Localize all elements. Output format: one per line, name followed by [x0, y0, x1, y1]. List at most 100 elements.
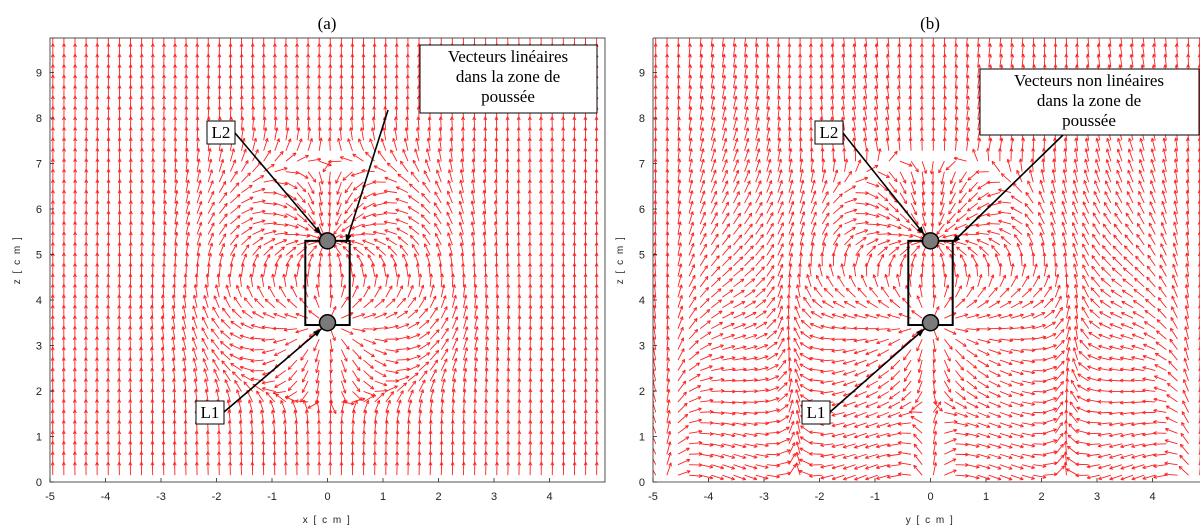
vector-arrowhead	[274, 127, 279, 131]
vector-arrow	[174, 232, 178, 246]
vector-arrow	[232, 371, 242, 382]
vector-arrow	[451, 347, 458, 361]
vector-arrowhead	[384, 33, 387, 36]
vector-arrowhead	[314, 400, 319, 405]
vector-arrow	[733, 379, 747, 382]
vector-arrow	[367, 254, 376, 267]
vector-arrow	[291, 400, 298, 413]
vector-arrowhead	[196, 158, 201, 163]
vector-arrow	[336, 182, 342, 195]
vector-arrowhead	[212, 306, 216, 311]
vector-arrow	[710, 244, 720, 256]
vector-arrowhead	[327, 223, 332, 227]
vector-arrow	[429, 420, 432, 434]
vector-arrowhead	[214, 284, 219, 289]
vector-arrow	[162, 294, 165, 308]
vector-arrowhead	[319, 191, 324, 196]
vector-arrowhead	[345, 345, 350, 350]
vector-arrow	[263, 127, 267, 141]
vector-arrow	[353, 246, 364, 256]
vector-arrowhead	[255, 253, 259, 258]
vector-arrow	[185, 232, 190, 246]
vector-arrowhead	[372, 180, 377, 184]
vector-arrow	[229, 148, 235, 162]
vector-arrow	[252, 149, 259, 162]
vector-arrowhead	[247, 235, 252, 240]
vector-arrow	[374, 430, 376, 444]
vector-arrowhead	[201, 316, 206, 321]
vector-arrow	[317, 273, 320, 287]
vector-arrowhead	[335, 221, 339, 226]
vector-arrow	[433, 212, 442, 225]
vector-arrow	[417, 116, 420, 130]
vector-arrow	[407, 206, 420, 214]
vector-arrowhead	[562, 23, 565, 26]
vector-arrow	[429, 318, 439, 329]
vector-arrow	[429, 349, 440, 361]
vector-arrow	[151, 315, 154, 329]
vector-arrow	[440, 348, 449, 361]
vector-arrowhead	[369, 298, 374, 303]
vector-arrow	[241, 106, 243, 120]
vector-arrow	[263, 149, 271, 162]
vector-arrow	[422, 181, 431, 193]
label-l1-box: L1	[195, 400, 225, 425]
vector-arrowhead	[210, 222, 215, 227]
vector-arrow	[677, 413, 689, 424]
vector-arrow	[201, 337, 209, 350]
vector-arrow	[252, 236, 264, 246]
vector-arrow	[196, 273, 198, 287]
vector-arrowhead	[231, 371, 236, 376]
vector-arrow	[352, 380, 361, 392]
vector-arrow	[385, 325, 399, 330]
vector-arrow	[426, 253, 431, 267]
vector-arrow	[372, 192, 386, 196]
vector-arrowhead	[85, 23, 88, 26]
vector-arrow	[285, 213, 298, 220]
vector-arrow	[302, 370, 309, 383]
vector-arrow	[294, 409, 298, 423]
vector-arrow	[335, 171, 342, 184]
vector-arrow	[435, 233, 442, 246]
vector-arrowhead	[397, 236, 402, 241]
vector-arrow	[196, 242, 201, 256]
vector-arrow	[285, 202, 297, 211]
vector-arrow	[722, 256, 732, 267]
vector-arrowhead	[311, 211, 315, 215]
vector-arrow	[251, 430, 254, 444]
vector-arrow	[721, 212, 730, 225]
vector-arrow	[241, 207, 254, 214]
vector-arrow	[390, 254, 398, 267]
vector-arrow	[373, 238, 386, 246]
vector-arrowhead	[372, 340, 377, 345]
vector-arrowhead	[700, 23, 703, 26]
vector-arrowhead	[351, 33, 354, 36]
vector-arrowhead	[202, 347, 206, 352]
vector-arrow	[374, 370, 387, 377]
vector-arrowhead	[435, 339, 440, 344]
vector-arrow	[196, 169, 201, 183]
vector-arrow	[196, 222, 202, 235]
vector-arrowhead	[303, 218, 308, 223]
vector-arrowhead	[261, 209, 266, 214]
vector-arrowhead	[414, 148, 418, 153]
vector-arrow	[203, 368, 209, 382]
vector-arrowhead	[365, 151, 369, 156]
vector-arrowhead	[344, 189, 349, 194]
vector-arrow	[340, 409, 344, 423]
vector-arrowhead	[283, 214, 288, 219]
vector-arrowhead	[248, 399, 252, 404]
vector-arrow	[218, 263, 221, 277]
vector-arrow	[163, 231, 166, 245]
vector-arrowhead	[173, 23, 176, 26]
vector-arrow	[307, 263, 311, 277]
vector-arrowhead	[433, 369, 437, 374]
vector-arrowhead	[257, 245, 262, 250]
vector-arrow	[274, 213, 288, 218]
vector-arrow	[418, 352, 431, 361]
vector-arrow	[263, 106, 265, 120]
vector-arrowhead	[288, 377, 293, 381]
vector-arrowhead	[290, 285, 295, 290]
vector-arrow	[296, 116, 299, 130]
vector-arrowhead	[328, 159, 332, 164]
